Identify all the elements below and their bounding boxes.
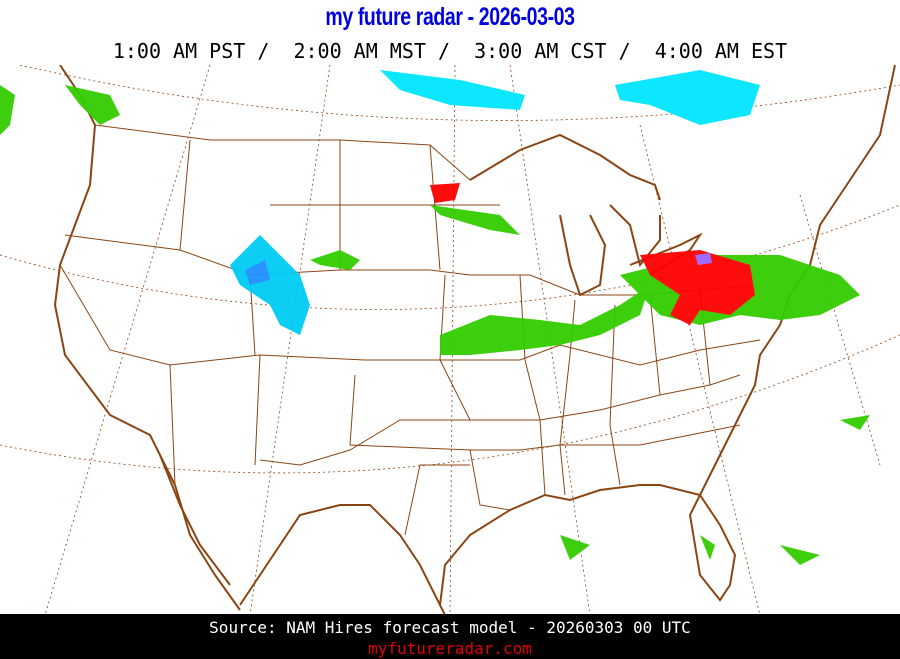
coastline bbox=[53, 65, 896, 615]
mixed-area-minnesota bbox=[430, 183, 460, 203]
snow-core-rockies bbox=[245, 260, 270, 285]
site-link[interactable]: myfutureradar.com bbox=[368, 639, 532, 658]
source-text: Source: NAM Hires forecast model - 20260… bbox=[209, 618, 691, 637]
meridian-80 bbox=[639, 124, 761, 615]
parallel-30 bbox=[0, 334, 900, 474]
mixed-area-ohio-valley bbox=[640, 250, 755, 325]
radar-map[interactable] bbox=[0, 65, 900, 615]
precipitation bbox=[0, 70, 870, 565]
meridian-70 bbox=[799, 194, 881, 466]
rain-area-plains bbox=[440, 285, 650, 355]
heavy-area bbox=[695, 253, 712, 265]
footer: Source: NAM Hires forecast model - 20260… bbox=[0, 614, 900, 659]
rain-area-wyoming bbox=[310, 250, 360, 270]
parallel-40 bbox=[0, 204, 900, 310]
snow-area-canada-west bbox=[380, 70, 525, 110]
meridian-120 bbox=[44, 65, 211, 615]
rain-area-pacific-nw bbox=[0, 85, 120, 135]
snow-area-rockies bbox=[230, 235, 310, 335]
page-title: my future radar - 2026-03-03 bbox=[325, 3, 575, 31]
snow-area-canada-east bbox=[615, 70, 760, 125]
meridian-110 bbox=[249, 65, 331, 615]
time-zones-line: 1:00 AM PST / 2:00 AM MST / 3:00 AM CST … bbox=[112, 39, 788, 63]
parallel-50 bbox=[19, 65, 900, 121]
rain-area-minnesota bbox=[430, 205, 520, 235]
